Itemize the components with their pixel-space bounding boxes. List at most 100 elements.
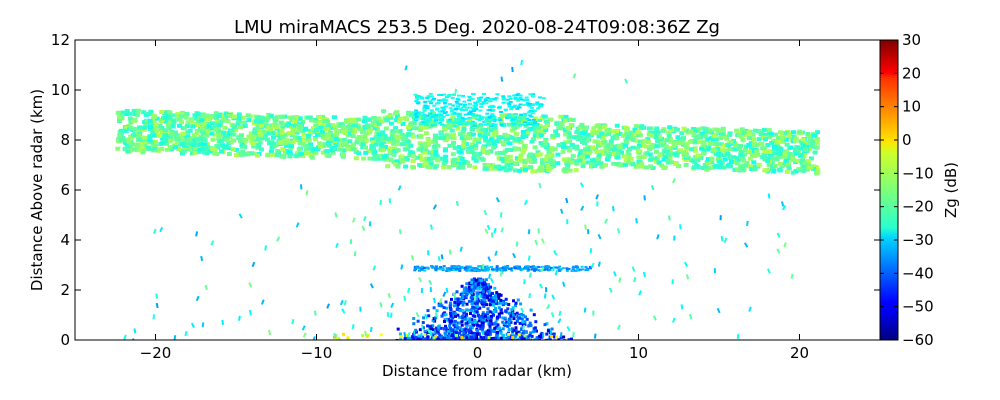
heatmap-cell xyxy=(475,298,479,302)
heatmap-cell xyxy=(406,132,412,137)
heatmap-cell xyxy=(748,164,753,169)
heatmap-cell xyxy=(197,147,203,152)
heatmap-cell xyxy=(535,102,540,105)
heatmap-cell xyxy=(403,337,407,340)
heatmap-cell xyxy=(131,338,137,340)
heatmap-cell xyxy=(449,338,453,340)
heatmap-cell xyxy=(540,266,545,273)
heatmap-cell xyxy=(635,130,641,135)
heatmap-cell xyxy=(804,141,810,145)
heatmap-cell xyxy=(122,147,128,152)
heatmap-cell xyxy=(635,218,638,224)
heatmap-cell xyxy=(448,118,453,121)
heatmap-cell xyxy=(483,99,488,102)
heatmap-cell xyxy=(565,269,569,272)
heatmap-cell xyxy=(404,65,408,71)
heatmap-cell xyxy=(731,155,737,160)
heatmap-cell xyxy=(518,103,523,106)
heatmap-cell xyxy=(534,320,538,324)
heatmap-cell xyxy=(538,334,542,338)
heatmap-cell xyxy=(202,142,208,147)
heatmap-cell xyxy=(467,288,470,292)
heatmap-cell xyxy=(471,314,475,318)
heatmap-cell xyxy=(772,163,778,168)
heatmap-cell xyxy=(751,160,757,165)
heatmap-cell xyxy=(755,152,761,157)
heatmap-cell xyxy=(412,322,416,326)
heatmap-cell xyxy=(617,132,623,136)
heatmap-cell xyxy=(481,316,485,320)
heatmap-cell xyxy=(528,321,532,325)
heatmap-cell xyxy=(342,332,345,336)
heatmap-cell xyxy=(465,336,469,340)
heatmap-cell xyxy=(226,152,232,156)
y-tick-label: 2 xyxy=(60,281,70,299)
heatmap-cell xyxy=(801,143,807,148)
heatmap-cell xyxy=(317,122,323,126)
heatmap-cell xyxy=(808,156,814,161)
heatmap-cell xyxy=(251,261,256,268)
heatmap-cell xyxy=(513,146,519,151)
heatmap-cell xyxy=(532,265,536,268)
heatmap-cell xyxy=(527,102,532,105)
heatmap-cell xyxy=(377,137,383,142)
heatmap-cell xyxy=(270,141,276,146)
heatmap-cell xyxy=(493,337,497,340)
heatmap-cell xyxy=(517,155,523,160)
heatmap-cell xyxy=(771,144,777,149)
heatmap-cell xyxy=(221,130,227,135)
heatmap-cell xyxy=(687,139,693,144)
heatmap-cell xyxy=(481,102,486,105)
heatmap-cell xyxy=(754,143,759,147)
heatmap-cell xyxy=(409,132,415,137)
heatmap-cell xyxy=(371,156,377,161)
heatmap-cell xyxy=(341,125,347,130)
heatmap-cell xyxy=(626,154,631,159)
heatmap-cell xyxy=(531,159,537,164)
heatmap-cell xyxy=(474,282,478,286)
heatmap-cell xyxy=(691,132,697,137)
heatmap-cell xyxy=(562,169,568,174)
heatmap-cell xyxy=(488,303,492,307)
heatmap-cell xyxy=(364,124,370,128)
heatmap-cell xyxy=(633,138,639,143)
heatmap-cell xyxy=(512,94,517,97)
heatmap-cell xyxy=(447,143,453,148)
heatmap-cell xyxy=(522,164,528,169)
heatmap-cell xyxy=(123,128,129,133)
heatmap-cell xyxy=(450,113,455,116)
heatmap-cell xyxy=(201,113,207,118)
heatmap-cell xyxy=(774,157,780,162)
heatmap-cell xyxy=(650,185,655,191)
heatmap-cell xyxy=(413,330,416,336)
heatmap-cell xyxy=(133,328,137,334)
heatmap-cell xyxy=(466,328,470,332)
heatmap-cell xyxy=(395,148,401,153)
heatmap-cell xyxy=(210,146,216,151)
heatmap-cell xyxy=(278,120,284,125)
heatmap-cell xyxy=(387,146,393,151)
heatmap-cell xyxy=(162,115,168,120)
heatmap-cell xyxy=(667,147,673,152)
heatmap-cell xyxy=(511,123,516,125)
heatmap-cell xyxy=(693,148,698,153)
heatmap-cell xyxy=(438,135,444,140)
heatmap-cell xyxy=(433,133,438,138)
heatmap-cell xyxy=(521,313,525,317)
heatmap-cell xyxy=(525,317,529,321)
heatmap-cell xyxy=(759,142,765,147)
heatmap-cell xyxy=(246,118,252,123)
heatmap-cell xyxy=(427,117,432,120)
reflectivity-heatmap xyxy=(115,59,821,340)
heatmap-cell xyxy=(535,336,539,340)
heatmap-cell xyxy=(422,142,428,147)
heatmap-cell xyxy=(471,333,475,337)
heatmap-cell xyxy=(778,130,783,135)
heatmap-cell xyxy=(684,128,690,133)
heatmap-cell xyxy=(449,337,453,340)
heatmap-cell xyxy=(450,109,455,112)
heatmap-cell xyxy=(411,154,417,159)
heatmap-cell xyxy=(523,118,529,123)
heatmap-cell xyxy=(499,124,504,127)
heatmap-cell xyxy=(418,277,423,283)
